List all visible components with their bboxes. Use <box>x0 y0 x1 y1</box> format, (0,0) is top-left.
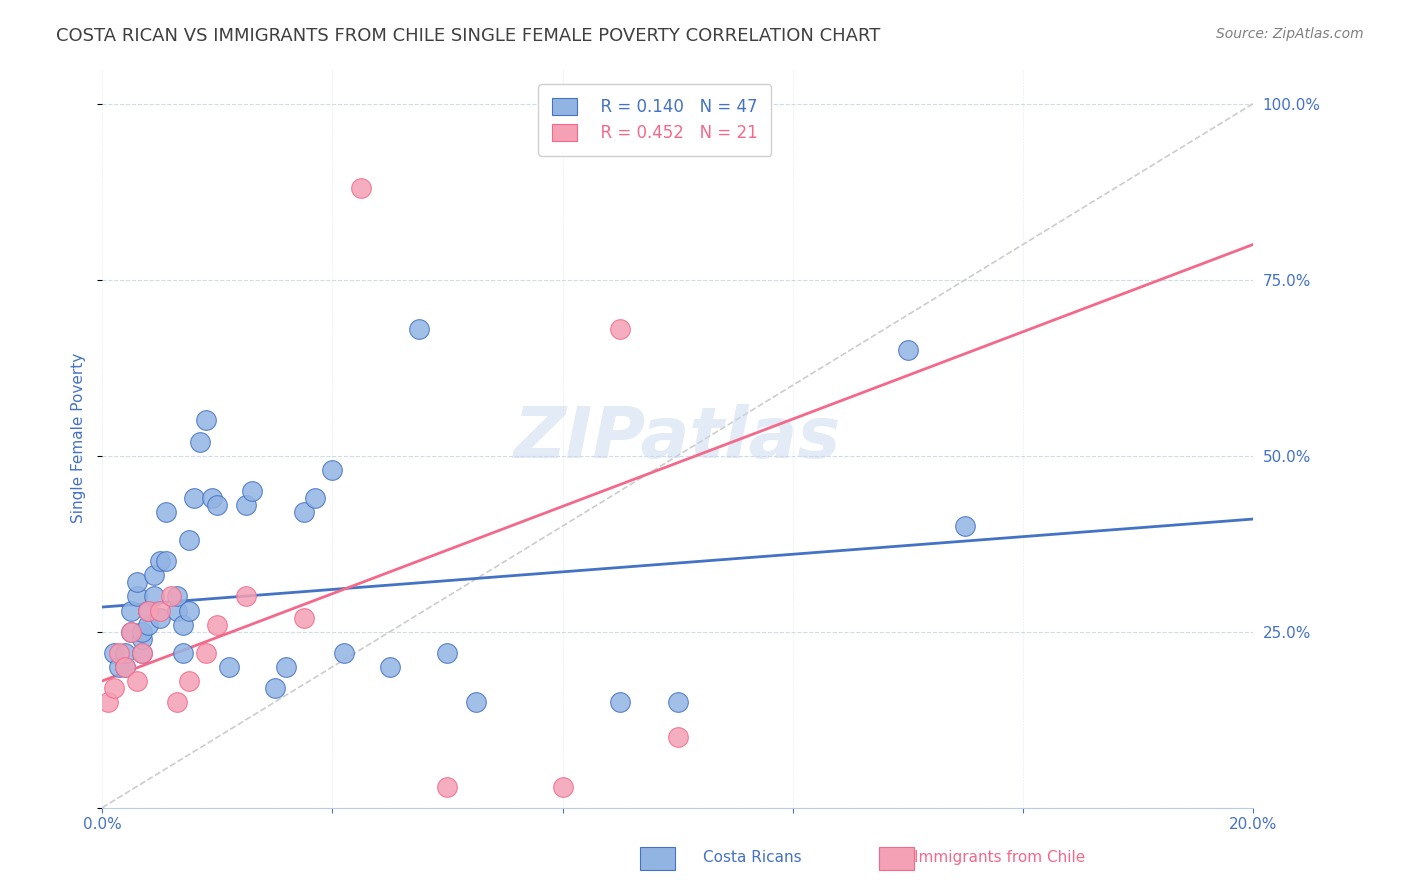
Point <box>143 568 166 582</box>
Point <box>131 646 153 660</box>
Point <box>436 780 458 794</box>
Text: ZIPatlas: ZIPatlas <box>515 403 841 473</box>
Point <box>666 731 689 745</box>
Point <box>155 554 177 568</box>
Point <box>408 322 430 336</box>
Point <box>166 590 188 604</box>
Point <box>292 505 315 519</box>
Point <box>155 505 177 519</box>
Point <box>333 646 356 660</box>
Text: Immigrants from Chile: Immigrants from Chile <box>914 850 1085 865</box>
Point <box>103 646 125 660</box>
Point <box>183 491 205 505</box>
Point <box>177 533 200 548</box>
Point <box>149 610 172 624</box>
Point <box>172 617 194 632</box>
Text: Costa Ricans: Costa Ricans <box>703 850 801 865</box>
Point <box>103 681 125 695</box>
Point <box>131 632 153 646</box>
Point <box>136 603 159 617</box>
Point <box>125 590 148 604</box>
Point <box>177 603 200 617</box>
Point <box>240 483 263 498</box>
Point <box>609 695 631 709</box>
Point <box>125 575 148 590</box>
Legend:   R = 0.140   N = 47,   R = 0.452   N = 21: R = 0.140 N = 47, R = 0.452 N = 21 <box>538 84 770 155</box>
Point <box>131 646 153 660</box>
Point <box>160 590 183 604</box>
Point <box>114 646 136 660</box>
Point <box>955 519 977 533</box>
Point <box>166 695 188 709</box>
Point <box>276 660 298 674</box>
Text: Source: ZipAtlas.com: Source: ZipAtlas.com <box>1216 27 1364 41</box>
Point <box>97 695 120 709</box>
Point <box>166 603 188 617</box>
Point <box>120 624 142 639</box>
Point <box>207 498 229 512</box>
Point <box>143 590 166 604</box>
Point <box>263 681 285 695</box>
Point <box>131 624 153 639</box>
Point <box>149 554 172 568</box>
Point <box>114 660 136 674</box>
Point <box>120 603 142 617</box>
Point <box>136 603 159 617</box>
Point <box>235 498 257 512</box>
Point <box>108 660 131 674</box>
Point <box>108 646 131 660</box>
Text: COSTA RICAN VS IMMIGRANTS FROM CHILE SINGLE FEMALE POVERTY CORRELATION CHART: COSTA RICAN VS IMMIGRANTS FROM CHILE SIN… <box>56 27 880 45</box>
Point <box>666 695 689 709</box>
Y-axis label: Single Female Poverty: Single Female Poverty <box>72 353 86 524</box>
Point <box>177 673 200 688</box>
Point <box>194 413 217 427</box>
Point <box>125 673 148 688</box>
Point <box>120 624 142 639</box>
Point <box>378 660 401 674</box>
Point <box>136 617 159 632</box>
Point <box>188 434 211 449</box>
Point <box>194 646 217 660</box>
Point <box>304 491 326 505</box>
Point <box>321 463 343 477</box>
Point <box>235 590 257 604</box>
Point <box>350 181 373 195</box>
Point <box>149 603 172 617</box>
Point <box>114 660 136 674</box>
Point <box>218 660 240 674</box>
Point <box>207 617 229 632</box>
Point <box>292 610 315 624</box>
Point <box>436 646 458 660</box>
Point <box>172 646 194 660</box>
Point <box>897 343 920 357</box>
Point <box>200 491 222 505</box>
Point <box>609 322 631 336</box>
Point <box>551 780 574 794</box>
Point <box>465 695 488 709</box>
